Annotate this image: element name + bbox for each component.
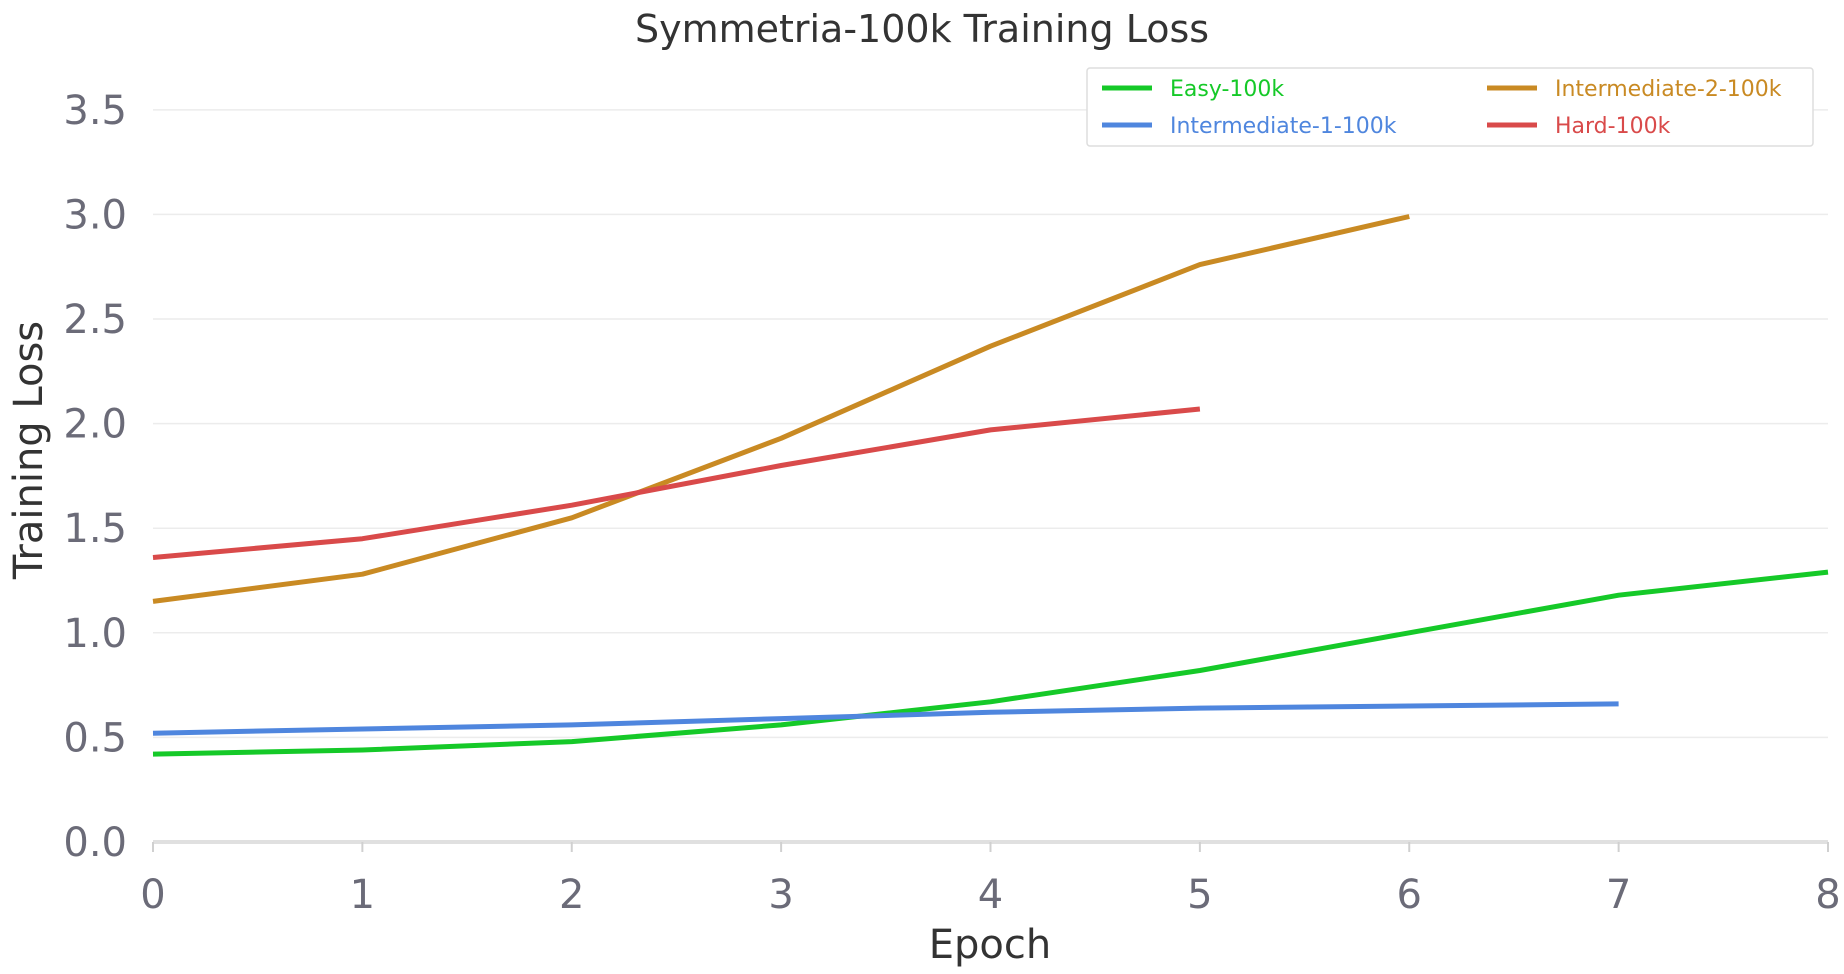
x-axis-label: Epoch	[929, 922, 1051, 968]
legend-box	[1086, 67, 1814, 147]
legend-label: Easy-100k	[1170, 77, 1284, 102]
x-tick-label: 0	[140, 872, 165, 918]
y-tick-label: 3.0	[63, 192, 127, 238]
x-tick-label: 4	[978, 872, 1003, 918]
series-line-easy-100k	[152, 569, 1829, 757]
x-tick-label: 3	[768, 872, 793, 918]
series-line-intermediate-1-100k	[152, 701, 1619, 736]
x-tick-label: 6	[1397, 872, 1422, 918]
y-axis-label: Training Loss	[6, 321, 52, 580]
y-tick-label: 1.5	[63, 506, 127, 552]
legend-label: Intermediate-2-100k	[1555, 77, 1782, 102]
y-tick-label: 0.5	[63, 715, 127, 761]
series-line-intermediate-2-100k	[152, 214, 1410, 604]
y-tick-label: 2.5	[63, 297, 127, 343]
grid-lines	[153, 109, 1828, 739]
chart-title: Symmetria-100k Training Loss	[635, 7, 1209, 51]
x-tick-label: 7	[1606, 872, 1631, 918]
x-tick-label: 1	[350, 872, 375, 918]
legend-label: Intermediate-1-100k	[1170, 114, 1397, 139]
x-tick-label: 5	[1187, 872, 1212, 918]
y-tick-label: 3.5	[63, 88, 127, 134]
axis-ticks: 0.0 0.5 1.0 1.5 2.0 2.5 3.0 3.5 0 1 2 3 4 5 6 7 8	[63, 88, 1840, 918]
x-tick-label: 2	[559, 872, 584, 918]
legend-label: Hard-100k	[1555, 114, 1671, 139]
y-tick-label: 1.0	[63, 611, 127, 657]
y-tick-label: 2.0	[63, 402, 127, 448]
series-line-hard-100k	[152, 406, 1201, 560]
legend: Easy-100k Intermediate-1-100k Intermediate…	[1086, 67, 1814, 147]
x-tick-label: 8	[1815, 872, 1840, 918]
y-tick-label: 0.0	[63, 820, 127, 866]
series-lines	[152, 214, 1829, 757]
